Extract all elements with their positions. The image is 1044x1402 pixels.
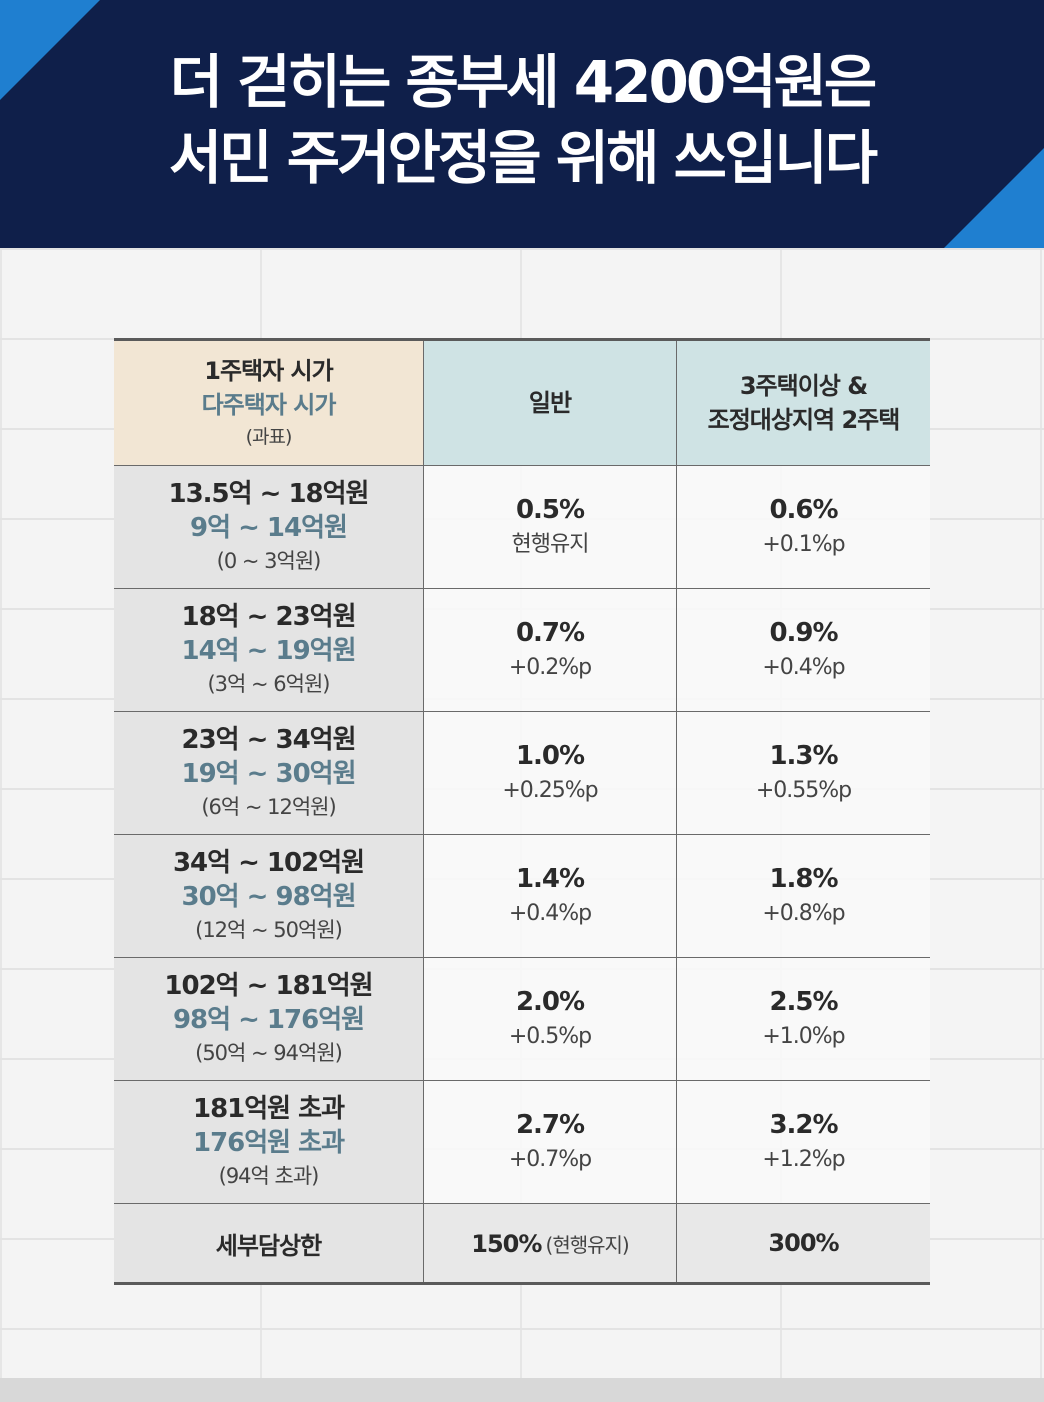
header-multi-owner: 3주택이상 & 조정대상지역 2주택 <box>676 339 930 466</box>
general-rate-cell: 0.7% +0.2%p <box>423 588 677 712</box>
cap-label-cell: 세부담상한 <box>114 1203 424 1284</box>
cap-general-cell: 150% (현행유지) <box>423 1203 677 1284</box>
multi-rate: 0.6% <box>769 495 838 525</box>
header-price-bracket: 1주택자 시가 다주택자 시가 (과표) <box>114 339 424 466</box>
single-home-range: 13.5억 ~ 18억원 <box>168 479 370 509</box>
general-rate-change: +0.7%p <box>508 1147 592 1172</box>
general-rate-change: 현행유지 <box>511 532 590 557</box>
general-rate-change: +0.2%p <box>508 655 592 680</box>
bracket-cell: 18억 ~ 23억원 14억 ~ 19억원 (3억 ~ 6억원) <box>114 588 424 712</box>
table-row: 13.5억 ~ 18억원 9억 ~ 14억원 (0 ~ 3억원) 0.5% 현행… <box>114 465 930 589</box>
general-rate: 2.7% <box>515 1110 585 1140</box>
multi-rate: 1.8% <box>769 864 838 894</box>
single-home-range: 34억 ~ 102억원 <box>172 848 365 878</box>
tax-base-range: (12억 ~ 50억원) <box>195 918 343 942</box>
general-rate-change: +0.4%p <box>508 901 592 926</box>
multi-rate-cell: 1.8% +0.8%p <box>676 834 930 958</box>
tax-base-range: (0 ~ 3억원) <box>216 549 322 573</box>
single-home-range: 23억 ~ 34억원 <box>181 725 356 755</box>
bracket-cell: 34억 ~ 102억원 30억 ~ 98억원 (12억 ~ 50억원) <box>114 834 424 958</box>
bottom-strip <box>0 1378 1044 1402</box>
corner-accent-bottom-right <box>944 148 1044 248</box>
cap-multi-cell: 300% <box>676 1203 930 1284</box>
general-rate-cell: 2.7% +0.7%p <box>423 1080 677 1204</box>
multi-rate-change: +0.55%p <box>755 778 852 803</box>
header-single-home: 1주택자 시가 <box>204 357 333 385</box>
general-rate-change: +0.5%p <box>508 1024 592 1049</box>
multi-rate: 2.5% <box>769 987 838 1017</box>
general-rate: 0.5% <box>515 495 585 525</box>
tax-burden-cap-row: 세부담상한 150% (현행유지) 300% <box>114 1203 930 1284</box>
table-row: 102억 ~ 181억원 98억 ~ 176억원 (50억 ~ 94억원) 2.… <box>114 957 930 1081</box>
corner-accent-top-left <box>0 0 100 100</box>
header-multi-owner-line-2: 조정대상지역 2주택 <box>707 406 901 434</box>
tax-base-range: (50억 ~ 94억원) <box>195 1041 343 1065</box>
general-rate-cell: 1.4% +0.4%p <box>423 834 677 958</box>
title-line-2: 서민 주거안정을 위해 쓰입니다 <box>168 124 878 192</box>
title-line-1: 더 걷히는 종부세 4200억원은 <box>169 48 878 116</box>
multi-home-range: 176억원 초과 <box>192 1128 345 1158</box>
cap-label: 세부담상한 <box>215 1231 322 1260</box>
multi-rate: 0.9% <box>769 618 838 648</box>
single-home-range: 18억 ~ 23억원 <box>181 602 356 632</box>
multi-home-range: 98억 ~ 176억원 <box>172 1005 365 1035</box>
multi-rate: 1.3% <box>769 741 838 771</box>
general-rate-change: +0.25%p <box>502 778 598 803</box>
bracket-cell: 13.5억 ~ 18억원 9억 ~ 14억원 (0 ~ 3억원) <box>114 465 424 589</box>
general-rate-cell: 1.0% +0.25%p <box>423 711 677 835</box>
single-home-range: 181억원 초과 <box>192 1094 345 1124</box>
bracket-cell: 181억원 초과 176억원 초과 (94억 초과) <box>114 1080 424 1204</box>
table-row: 34억 ~ 102억원 30억 ~ 98억원 (12억 ~ 50억원) 1.4%… <box>114 834 930 958</box>
header-tax-base: (과표) <box>245 426 293 448</box>
multi-rate-change: +1.2%p <box>762 1147 845 1172</box>
general-rate-cell: 0.5% 현행유지 <box>423 465 677 589</box>
multi-rate-change: +0.4%p <box>762 655 845 680</box>
table-row: 181억원 초과 176억원 초과 (94억 초과) 2.7% +0.7%p 3… <box>114 1080 930 1204</box>
page-title: 더 걷히는 종부세 4200억원은 서민 주거안정을 위해 쓰입니다 <box>0 44 1044 196</box>
table-header-row: 1주택자 시가 다주택자 시가 (과표) 일반 3주택이상 & 조정대상지역 2… <box>114 339 930 466</box>
general-rate: 0.7% <box>515 618 585 648</box>
header-general-label: 일반 <box>528 389 572 417</box>
multi-rate-change: +0.1%p <box>762 532 845 557</box>
table-row: 18억 ~ 23억원 14억 ~ 19억원 (3억 ~ 6억원) 0.7% +0… <box>114 588 930 712</box>
cap-general-note: (현행유지) <box>545 1232 630 1257</box>
multi-rate-cell: 1.3% +0.55%p <box>676 711 930 835</box>
multi-rate-change: +1.0%p <box>762 1024 845 1049</box>
cap-multi-value: 300% <box>768 1229 839 1257</box>
multi-rate-cell: 0.9% +0.4%p <box>676 588 930 712</box>
bracket-cell: 23억 ~ 34억원 19억 ~ 30억원 (6억 ~ 12억원) <box>114 711 424 835</box>
multi-home-range: 9억 ~ 14억원 <box>190 513 348 543</box>
title-banner: 더 걷히는 종부세 4200억원은 서민 주거안정을 위해 쓰입니다 <box>0 0 1044 248</box>
cap-general-value: 150% <box>471 1229 542 1258</box>
multi-rate-cell: 3.2% +1.2%p <box>676 1080 930 1204</box>
tax-base-range: (6억 ~ 12억원) <box>201 795 336 819</box>
multi-home-range: 19억 ~ 30억원 <box>181 759 356 789</box>
multi-rate-cell: 0.6% +0.1%p <box>676 465 930 589</box>
general-rate: 1.0% <box>515 741 585 771</box>
general-rate-cell: 2.0% +0.5%p <box>423 957 677 1081</box>
multi-rate-change: +0.8%p <box>762 901 845 926</box>
bracket-cell: 102억 ~ 181억원 98억 ~ 176억원 (50억 ~ 94억원) <box>114 957 424 1081</box>
header-general: 일반 <box>423 339 677 466</box>
header-multi-home: 다주택자 시가 <box>201 391 337 419</box>
multi-rate: 3.2% <box>769 1110 838 1140</box>
general-rate: 2.0% <box>515 987 585 1017</box>
single-home-range: 102억 ~ 181억원 <box>164 971 373 1001</box>
multi-home-range: 14억 ~ 19억원 <box>181 636 356 666</box>
tax-base-range: (94억 초과) <box>218 1164 320 1188</box>
general-rate: 1.4% <box>515 864 585 894</box>
header-multi-owner-line-1: 3주택이상 & <box>739 372 868 400</box>
table-row: 23억 ~ 34억원 19억 ~ 30억원 (6억 ~ 12억원) 1.0% +… <box>114 711 930 835</box>
tax-rate-table: 1주택자 시가 다주택자 시가 (과표) 일반 3주택이상 & 조정대상지역 2… <box>114 338 930 1285</box>
multi-rate-cell: 2.5% +1.0%p <box>676 957 930 1081</box>
tax-base-range: (3억 ~ 6억원) <box>207 672 330 696</box>
multi-home-range: 30억 ~ 98억원 <box>181 882 356 912</box>
